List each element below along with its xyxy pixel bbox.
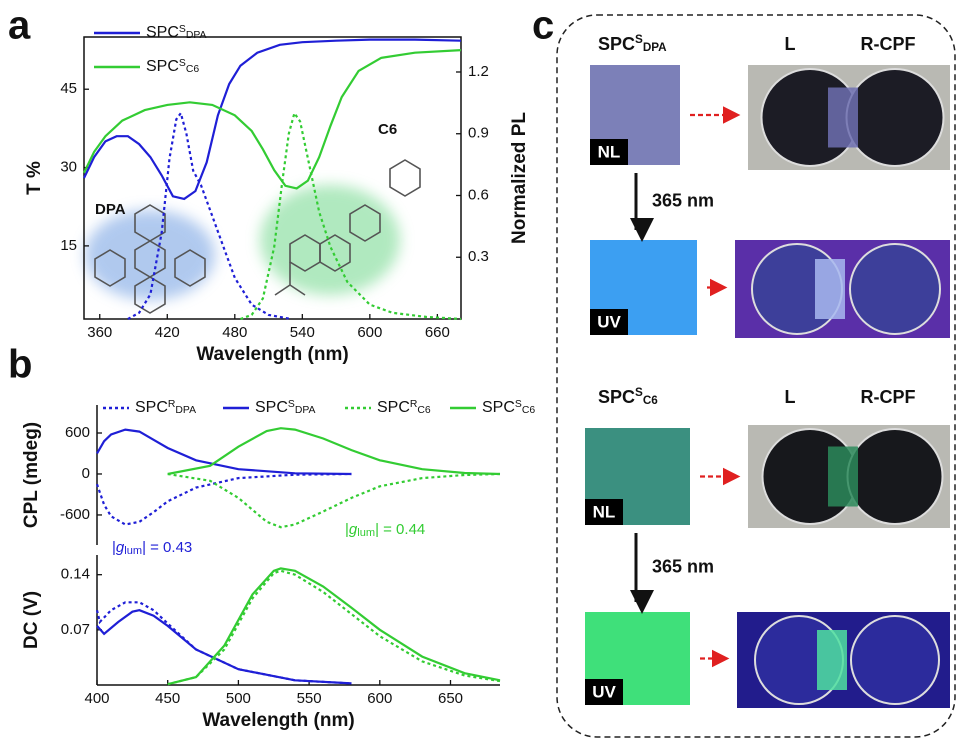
- label-part: S: [635, 33, 643, 46]
- rich-label: SPCSDPA: [255, 399, 316, 417]
- y-axis-label: T %: [24, 161, 45, 195]
- rich-label: |glum| = 0.43: [112, 539, 192, 557]
- photo-tag: NL: [598, 142, 621, 161]
- annotation: C6: [378, 121, 397, 138]
- label-part: | = 0.43: [142, 539, 192, 556]
- x-tick-label: 500: [226, 690, 251, 707]
- film-piece: [828, 447, 858, 507]
- film-piece: [815, 259, 845, 319]
- y-tick-label: -600: [60, 506, 90, 523]
- panel-label: a: [8, 4, 31, 48]
- x-axis-label: Wavelength (nm): [196, 344, 348, 365]
- filter-label: R-CPF: [861, 387, 916, 407]
- label-part: S: [635, 386, 643, 399]
- label-part: SPC: [598, 34, 635, 54]
- label-part: lum: [357, 527, 375, 539]
- panel-label: b: [8, 343, 32, 387]
- label-part: S: [515, 399, 522, 410]
- label-part: S: [179, 24, 186, 35]
- rich-label: SPCSDPA: [146, 24, 207, 42]
- series-line: [84, 50, 461, 188]
- filter-label: R-CPF: [861, 34, 916, 54]
- label-part: DPA: [295, 405, 316, 416]
- series-line: [97, 602, 352, 683]
- x-tick-label: 420: [155, 324, 180, 341]
- label-part: SPC: [146, 58, 179, 75]
- label-part: SPC: [377, 399, 410, 416]
- filter-label: L: [785, 34, 796, 54]
- x-tick-label: 400: [84, 690, 109, 707]
- label-part: DPA: [186, 30, 207, 41]
- y2-axis-label: Normalized PL: [509, 112, 530, 244]
- label-part: SPC: [482, 399, 515, 416]
- y-tick-label: 0: [82, 465, 90, 482]
- y-tick-label: 0.14: [61, 566, 90, 583]
- y-tick-label: 45: [60, 80, 77, 97]
- y-tick-label: 600: [65, 424, 90, 441]
- rich-label: SPCRC6: [377, 399, 431, 417]
- series-line: [168, 428, 500, 474]
- y-tick-label: 30: [60, 159, 77, 176]
- photo-tag: UV: [592, 682, 616, 701]
- annotation: DPA: [95, 201, 126, 218]
- label-part: S: [288, 399, 295, 410]
- y-axis-label: CPL (mdeg): [21, 422, 42, 528]
- series-line: [168, 474, 500, 527]
- y-tick-label: 0.07: [61, 621, 90, 638]
- x-axis-label: Wavelength (nm): [202, 710, 354, 731]
- filter-disc: [851, 616, 939, 704]
- y2-tick-label: 0.6: [468, 186, 489, 203]
- label-part: C6: [186, 64, 200, 75]
- rich-label: SPCRDPA: [135, 399, 196, 417]
- y2-tick-label: 1.2: [468, 63, 489, 80]
- c6-molecule: [260, 160, 420, 295]
- y2-tick-label: 0.9: [468, 125, 489, 142]
- filter-label: L: [785, 387, 796, 407]
- panel-label: c: [532, 4, 554, 48]
- label-part: SPC: [135, 399, 168, 416]
- x-tick-label: 540: [290, 324, 315, 341]
- label-part: | = 0.44: [375, 521, 425, 538]
- excitation-label: 365 nm: [652, 556, 714, 576]
- label-part: DPA: [643, 41, 667, 54]
- rich-label: SPCSC6: [146, 58, 199, 76]
- label-part: C6: [522, 405, 536, 416]
- y2-tick-label: 0.3: [468, 248, 489, 265]
- x-tick-label: 600: [357, 324, 382, 341]
- x-tick-label: 360: [87, 324, 112, 341]
- photo-tag: NL: [593, 502, 616, 521]
- rich-label: SPCSC6: [598, 386, 658, 407]
- filter-disc: [850, 244, 940, 334]
- series-line: [168, 568, 500, 684]
- series-line: [84, 40, 461, 199]
- label-part: C6: [417, 405, 431, 416]
- x-tick-label: 480: [222, 324, 247, 341]
- film-piece: [817, 630, 847, 690]
- x-tick-label: 550: [297, 690, 322, 707]
- photo-tag: UV: [597, 312, 621, 331]
- label-part: SPC: [146, 24, 179, 41]
- excitation-label: 365 nm: [652, 190, 714, 210]
- label-part: SPC: [255, 399, 288, 416]
- x-tick-label: 600: [367, 690, 392, 707]
- label-part: SPC: [598, 387, 635, 407]
- label-part: S: [179, 58, 186, 69]
- x-tick-label: 450: [155, 690, 180, 707]
- film-piece: [828, 88, 858, 148]
- label-part: DPA: [175, 405, 196, 416]
- rich-label: |glum| = 0.44: [345, 521, 425, 539]
- x-tick-label: 660: [425, 324, 450, 341]
- label-part: lum: [124, 545, 142, 557]
- x-tick-label: 650: [438, 690, 463, 707]
- y-tick-label: 15: [60, 237, 77, 254]
- label-part: C6: [643, 394, 658, 407]
- filter-disc: [848, 429, 943, 524]
- rich-label: SPCSC6: [482, 399, 535, 417]
- rich-label: SPCSDPA: [598, 33, 667, 54]
- y-axis-label: DC (V): [21, 591, 42, 649]
- figure: c SPCSDPALR-CPFNLUV365 nmSPCSC6LR-CPFNLU…: [0, 0, 960, 743]
- filter-disc: [847, 69, 944, 166]
